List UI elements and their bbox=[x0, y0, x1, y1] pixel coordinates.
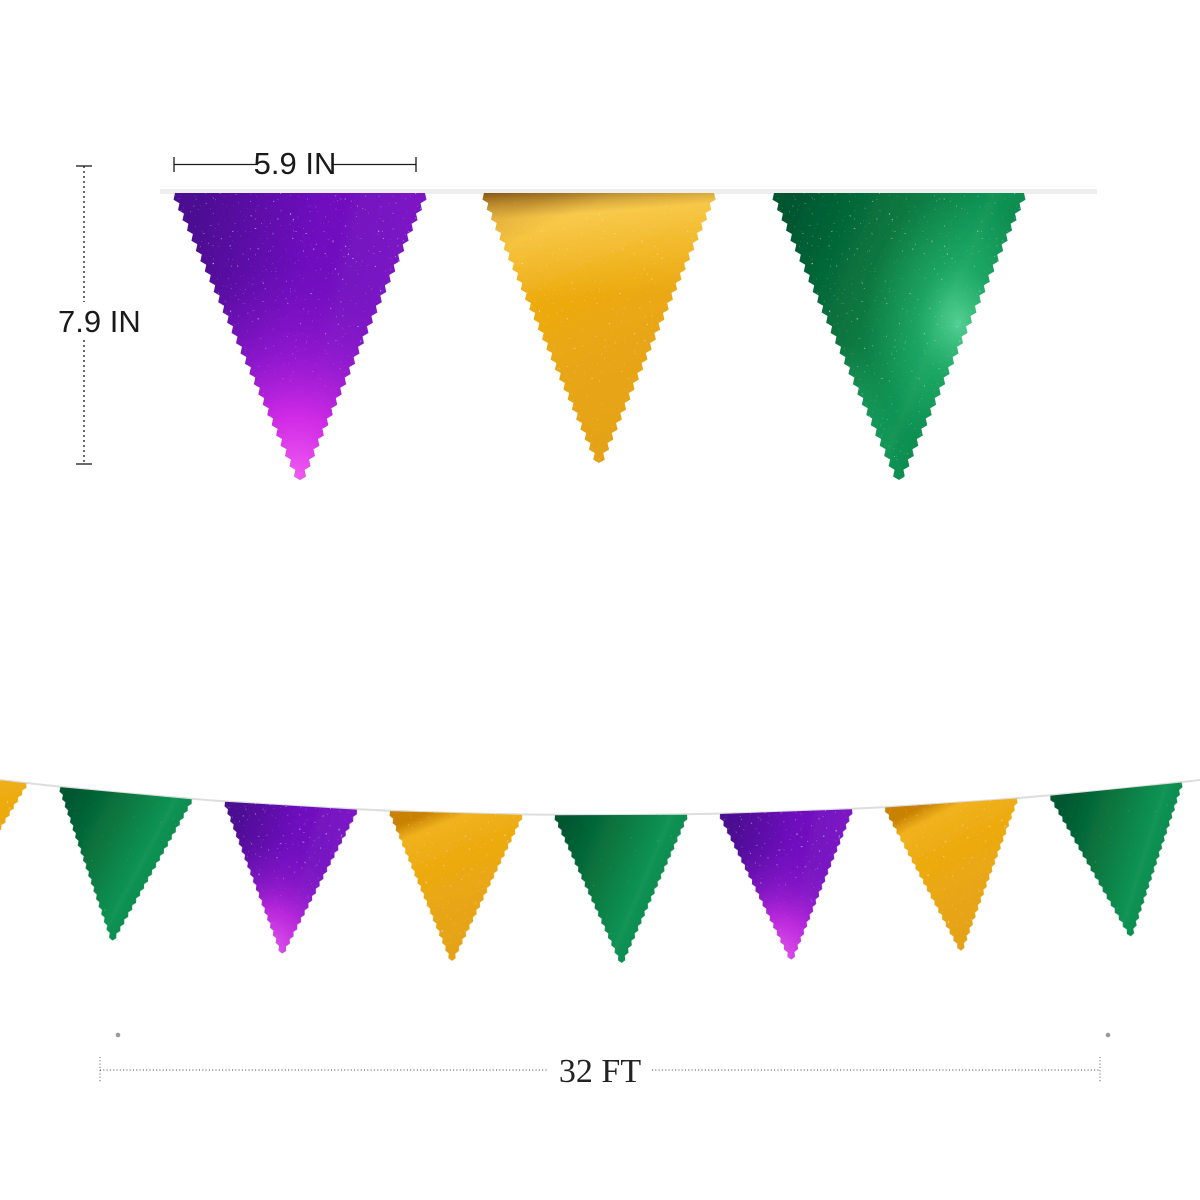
svg-text:7.9 IN: 7.9 IN bbox=[58, 304, 141, 339]
svg-text:32 FT: 32 FT bbox=[559, 1053, 641, 1090]
svg-text:5.9 IN: 5.9 IN bbox=[254, 146, 337, 181]
